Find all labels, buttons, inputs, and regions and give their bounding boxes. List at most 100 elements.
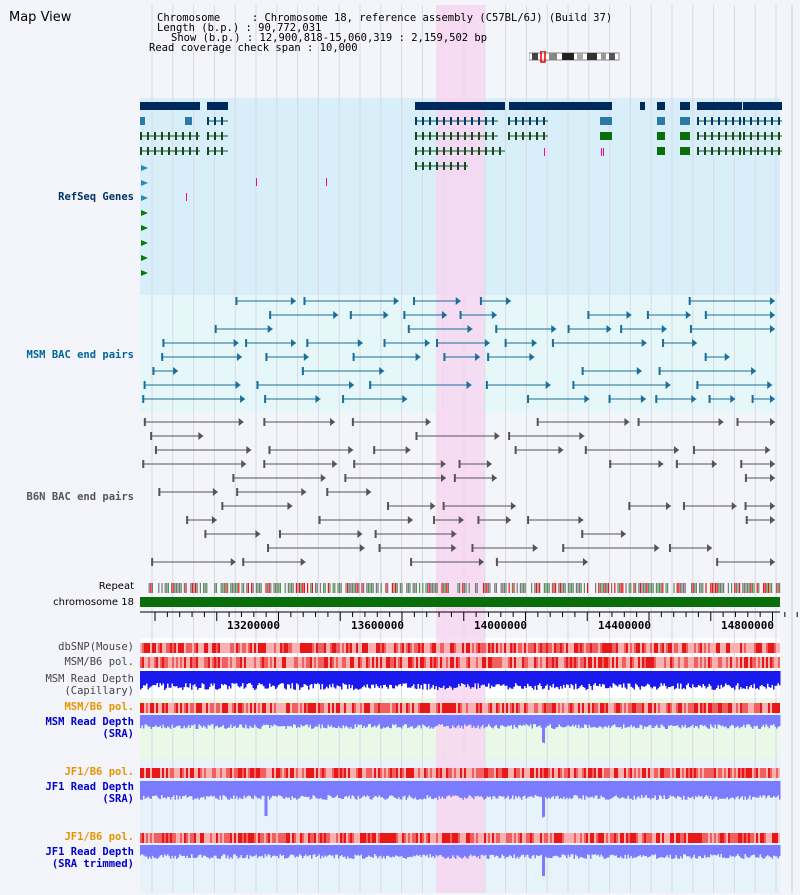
jf1-depth-trim-bar bbox=[656, 845, 658, 859]
jf1-pol-cell bbox=[752, 768, 754, 778]
repeat-mark bbox=[185, 583, 187, 593]
msm-pol-cell bbox=[260, 657, 262, 668]
jf1-depth-trim-bar bbox=[149, 845, 151, 857]
jf1-pol-cell bbox=[400, 768, 402, 778]
msm-pol-cell bbox=[754, 657, 756, 668]
dbsnp-cell bbox=[192, 643, 194, 653]
msm-pol-sra-cell bbox=[654, 703, 656, 713]
jf1-pol-cell bbox=[548, 768, 550, 778]
jf1-depth-sra-bar bbox=[674, 781, 676, 798]
chromosome-ideogram[interactable] bbox=[529, 51, 621, 63]
msm-depth-sra-bar bbox=[456, 715, 458, 727]
jf1-depth-sra-bar bbox=[705, 781, 707, 796]
dbsnp-cell bbox=[416, 643, 418, 653]
msm-depth-sra-bar bbox=[357, 715, 359, 725]
jf1-depth-sra-bar bbox=[525, 781, 527, 799]
repeat-mark bbox=[425, 583, 427, 593]
jf1-depth-sra-bar bbox=[444, 781, 446, 799]
jf1-depth-sra-bar bbox=[423, 781, 425, 799]
jf1-depth-sra-bar bbox=[288, 781, 290, 798]
jf1-depth-trim-bar bbox=[365, 845, 367, 858]
msm-bac-pair-end bbox=[641, 339, 647, 347]
msm-depth-cap-bar bbox=[225, 671, 227, 685]
jf1-depth-sra-bar bbox=[677, 781, 679, 796]
jf1-pol2-cell bbox=[398, 833, 400, 843]
msm-depth-cap-bar bbox=[465, 671, 467, 688]
gene-exon bbox=[478, 132, 480, 140]
msm-pol-cell bbox=[184, 657, 186, 668]
b6n-bac-pair-end bbox=[151, 558, 154, 566]
msm-depth-cap-bar bbox=[632, 671, 634, 688]
dbsnp-cell bbox=[324, 643, 326, 653]
dbsnp-cell bbox=[208, 643, 210, 653]
msm-bac-pair-end bbox=[369, 381, 372, 389]
msm-bac-pair-end bbox=[349, 381, 355, 389]
msm-depth-sra-bar bbox=[317, 715, 319, 727]
gene-exon bbox=[704, 132, 706, 140]
jf1-depth-sra-bar bbox=[350, 781, 352, 799]
dbsnp-cell bbox=[478, 643, 480, 653]
msm-pol-cell bbox=[538, 657, 540, 668]
msm-depth-sra-bar bbox=[254, 715, 256, 725]
jf1-pol2-cell bbox=[382, 833, 384, 843]
jf1-pol2-cell bbox=[206, 833, 208, 843]
msm-pol-cell bbox=[278, 657, 280, 668]
msm-depth-cap-bar bbox=[536, 671, 538, 690]
repeat-mark bbox=[446, 583, 448, 593]
jf1-depth-sra-bar bbox=[366, 781, 368, 796]
repeat-mark bbox=[647, 583, 649, 593]
msm-depth-sra-bar bbox=[320, 715, 322, 729]
msm-depth-cap-bar bbox=[774, 671, 776, 686]
msm-depth-cap-bar bbox=[519, 671, 521, 686]
msm-pol-sra-cell bbox=[282, 703, 284, 713]
msm-depth-cap-bar bbox=[720, 671, 722, 685]
msm-bac-pair-end bbox=[291, 339, 297, 347]
gene-exon bbox=[221, 132, 223, 140]
repeat-mark bbox=[369, 583, 371, 593]
msm-depth-cap-bar bbox=[167, 671, 169, 684]
repeat-mark bbox=[334, 583, 336, 593]
jf1-pol2-cell bbox=[370, 833, 372, 843]
msm-depth-cap-bar bbox=[729, 671, 731, 687]
jf1-depth-trim-bar bbox=[209, 845, 211, 859]
msm-pol-cell bbox=[346, 657, 348, 668]
msm-depth-sra-bar bbox=[377, 715, 379, 726]
msm-pol-sra-cell bbox=[218, 703, 220, 713]
jf1-depth-trim-bar bbox=[731, 845, 733, 857]
jf1-depth-sra-bar bbox=[330, 781, 332, 797]
jf1-depth-sra-bar bbox=[542, 781, 544, 818]
dbsnp-cell bbox=[370, 643, 372, 653]
jf1-depth-sra-bar bbox=[332, 781, 334, 799]
msm-pol-sra-cell bbox=[416, 703, 418, 713]
b6n-bac-pair-end bbox=[584, 446, 587, 454]
jf1-depth-sra-bar bbox=[689, 781, 691, 799]
msm-depth-cap-bar bbox=[282, 671, 284, 684]
msm-pol-sra-cell bbox=[778, 703, 780, 713]
jf1-depth-sra-bar bbox=[581, 781, 583, 800]
jf1-depth-trim-bar bbox=[380, 845, 382, 856]
jf1-depth-trim-bar bbox=[312, 845, 314, 855]
repeat-mark bbox=[468, 583, 470, 593]
dbsnp-cell bbox=[248, 643, 250, 653]
repeat-mark bbox=[649, 583, 651, 593]
jf1-depth-trim-bar bbox=[564, 845, 566, 856]
msm-pol-cell bbox=[398, 657, 400, 668]
dbsnp-cell bbox=[514, 643, 516, 653]
jf1-pol-cell bbox=[210, 768, 212, 778]
jf1-pol2-cell bbox=[412, 833, 414, 843]
msm-pol-cell bbox=[242, 657, 244, 668]
jf1-depth-sra-bar bbox=[446, 781, 448, 797]
msm-depth-cap-bar bbox=[275, 671, 277, 689]
jf1-depth-sra-bar bbox=[201, 781, 203, 798]
msm-depth-cap-bar bbox=[299, 671, 301, 690]
dbsnp-cell bbox=[750, 643, 752, 653]
repeat-mark bbox=[401, 583, 403, 593]
jf1-depth-trim-bar bbox=[687, 845, 689, 857]
msm-depth-cap-bar bbox=[396, 671, 398, 687]
msm-pol-cell bbox=[338, 657, 340, 668]
jf1-pol-cell bbox=[688, 768, 690, 778]
jf1-depth-trim-bar bbox=[288, 845, 290, 857]
msm-bac-pair-end bbox=[383, 339, 386, 347]
msm-depth-sra-bar bbox=[767, 715, 769, 727]
